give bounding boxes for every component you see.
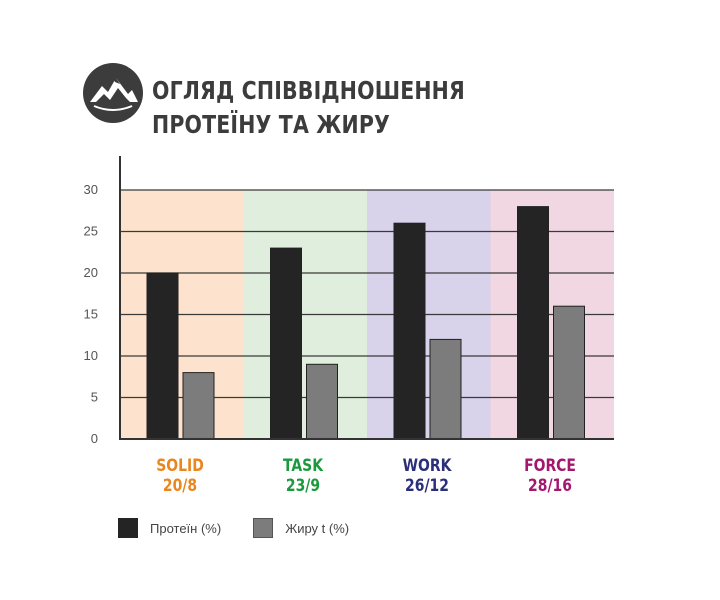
legend-label-protein: Протеїн (%) (150, 520, 222, 536)
category-ratio: 26/12 (405, 476, 449, 496)
y-tick-label: 0 (91, 431, 98, 446)
y-tick-label: 10 (84, 348, 98, 363)
bar-fat-task (306, 363, 338, 440)
category-label-task: TASK 23/9 (254, 456, 352, 496)
y-tick-labels: 0 5 10 15 20 25 30 (84, 182, 98, 446)
bar-protein-task (270, 247, 302, 440)
category-name: FORCE (524, 456, 576, 476)
category-label-solid: SOLID 20/8 (131, 456, 229, 496)
legend-item-fat: Жиру t (%) (253, 518, 349, 538)
bar-protein-solid (146, 272, 179, 440)
title-line-2: ПРОТЕЇНУ ТА ЖИРУ (152, 110, 391, 139)
legend-label-fat: Жиру t (%) (285, 520, 350, 536)
title-line-1: ОГЛЯД СПІВВІДНОШЕННЯ (152, 76, 465, 105)
bar-fat-solid (182, 372, 215, 440)
chart-title: ОГЛЯД СПІВВІДНОШЕННЯ ПРОТЕЇНУ ТА ЖИРУ (152, 74, 465, 142)
bar-protein-work (393, 222, 426, 440)
legend-item-protein: Протеїн (%) (118, 518, 221, 538)
y-tick-label: 30 (84, 182, 98, 197)
category-name: SOLID (156, 456, 204, 476)
y-tick-label: 5 (91, 390, 98, 405)
mountain-emblem-icon (82, 62, 144, 124)
legend: Протеїн (%) Жиру t (%) (118, 518, 381, 538)
y-tick-label: 15 (84, 307, 98, 322)
bar-fat-force (553, 305, 585, 440)
y-tick-label: 25 (84, 224, 98, 239)
category-ratio: 28/16 (528, 476, 572, 496)
category-label-force: FORCE 28/16 (501, 456, 599, 496)
category-label-work: WORK 26/12 (378, 456, 476, 496)
bar-fat-work (429, 338, 462, 440)
legend-swatch-protein (118, 518, 138, 538)
bar-protein-force (517, 206, 549, 440)
category-ratio: 23/9 (285, 476, 321, 496)
category-ratio: 20/8 (162, 476, 198, 496)
category-name: TASK (282, 456, 324, 476)
category-name: WORK (402, 456, 452, 476)
bars (146, 206, 585, 440)
legend-swatch-fat (253, 518, 274, 538)
y-tick-label: 20 (84, 265, 98, 280)
